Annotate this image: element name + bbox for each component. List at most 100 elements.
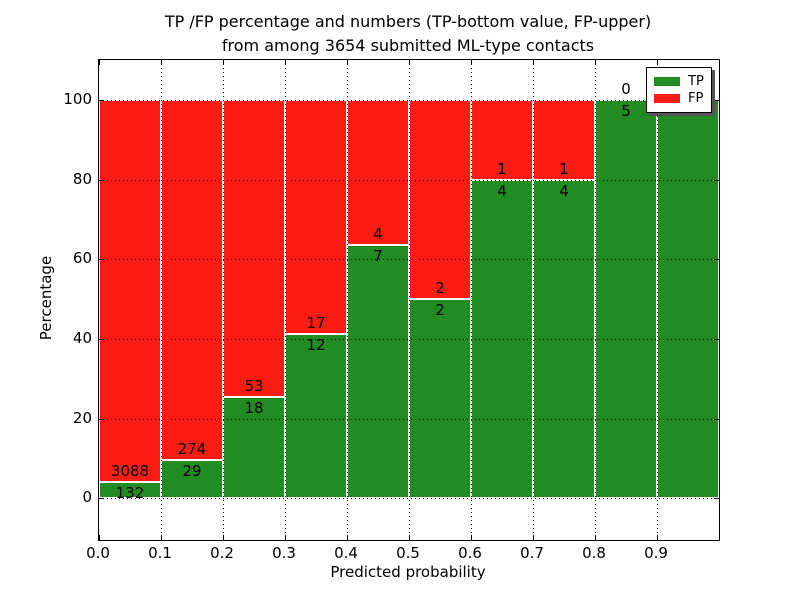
y-tick-right <box>714 339 719 340</box>
v-gridline <box>285 60 286 540</box>
chart-title-line2: from among 3654 submitted ML-type contac… <box>221 36 595 55</box>
x-tick-bottom <box>347 535 348 540</box>
v-gridline <box>471 60 472 540</box>
bar-segment-fp <box>99 100 161 482</box>
x-tick-label: 0.0 <box>86 544 110 562</box>
bar-label-fp: 17 <box>306 313 326 332</box>
bar-label-fp: 2 <box>435 279 445 298</box>
x-tick-top <box>285 60 286 65</box>
bar-segment-tp <box>161 460 223 499</box>
bar-segment-tp <box>657 100 719 499</box>
bar-label-tp: 18 <box>244 399 264 418</box>
legend-label-fp: FP <box>688 91 704 106</box>
bar-label-fp: 0 <box>621 80 631 99</box>
bar-label-tp: 132 <box>115 483 145 502</box>
x-tick-top <box>471 60 472 65</box>
y-tick-left <box>99 339 104 340</box>
y-tick-right <box>714 498 719 500</box>
x-tick-label: 0.7 <box>520 544 544 562</box>
x-tick-labels: 0.0 0.1 0.2 0.3 0.4 0.5 0.6 0.7 0.8 0.9 <box>86 544 718 564</box>
y-tick-label: 0 <box>82 488 92 507</box>
bar-labels-layer: 30881322742953181712472214140501 <box>99 60 719 540</box>
v-gridline <box>409 60 410 540</box>
v-gridline <box>657 60 658 540</box>
bar-label-fp: 274 <box>177 440 207 459</box>
bar-label-tp: 12 <box>306 335 326 354</box>
v-gridline <box>223 60 224 540</box>
bar-label-tp: 2 <box>435 301 445 320</box>
y-tick-labels: 0 20 40 60 80 100 <box>48 59 92 539</box>
y-tick-label: 100 <box>63 90 92 109</box>
y-tick-left <box>99 498 104 500</box>
bar-label-tp: 5 <box>621 102 631 121</box>
fp-legend-swatch <box>654 94 680 103</box>
legend-item-fp: FP <box>654 90 705 107</box>
y-tick-right <box>714 100 719 102</box>
legend: TP FP <box>646 67 712 113</box>
y-tick-right <box>714 418 719 420</box>
y-tick-label: 40 <box>72 329 92 347</box>
x-tick-top <box>99 60 100 65</box>
y-tick-right <box>714 259 719 261</box>
x-tick-bottom <box>471 535 472 540</box>
x-tick-label: 0.6 <box>458 544 482 562</box>
v-gridline <box>595 60 596 540</box>
legend-item-tp: TP <box>654 73 705 90</box>
x-tick-top <box>223 60 224 65</box>
bar-label-tp: 4 <box>559 181 569 200</box>
chart-title-line1: TP /FP percentage and numbers (TP-bottom… <box>164 12 652 31</box>
x-tick-label: 0.8 <box>582 544 606 562</box>
bar-segment-fp <box>285 100 347 334</box>
x-tick-bottom <box>223 535 224 540</box>
v-gridline <box>533 60 534 540</box>
grid-layer <box>99 60 719 540</box>
x-tick-top <box>595 60 596 65</box>
x-tick-bottom <box>657 535 658 540</box>
x-tick-label: 0.2 <box>210 544 234 562</box>
bar-label-fp: 3088 <box>110 461 150 480</box>
x-tick-top <box>161 60 162 65</box>
y-tick-left <box>99 179 104 181</box>
bar-label-fp: 53 <box>244 377 264 396</box>
x-axis-label: Predicted probability <box>330 563 486 581</box>
bar-label-tp: 7 <box>373 246 383 265</box>
x-tick-top <box>533 60 534 65</box>
x-tick-top <box>657 60 658 65</box>
y-tick-label: 20 <box>72 408 92 427</box>
y-tick-label: 60 <box>72 249 92 268</box>
x-tick-bottom <box>409 535 410 540</box>
y-tick-left <box>99 418 104 420</box>
x-tick-label: 0.9 <box>644 544 668 562</box>
x-tick-bottom <box>533 535 534 540</box>
y-tick-left <box>99 100 104 102</box>
x-tick-bottom <box>285 535 286 540</box>
bar-segment-fp <box>533 100 595 180</box>
y-tick-left <box>99 259 104 261</box>
x-tick-bottom <box>99 535 100 540</box>
bar-label-tp: 29 <box>182 462 202 481</box>
bar-label-fp: 1 <box>497 159 507 178</box>
bar-segment-tp <box>99 481 161 499</box>
y-axis-label: Percentage <box>37 255 55 341</box>
x-tick-bottom <box>161 535 162 540</box>
bars-layer <box>99 60 719 540</box>
bar-segment-tp <box>409 299 471 499</box>
bar-label-fp: 1 <box>559 159 569 178</box>
x-tick-label: 0.3 <box>272 544 296 562</box>
y-tick-right <box>714 179 719 181</box>
legend-label-tp: TP <box>688 74 704 89</box>
chart-title: TP /FP percentage and numbers (TP-bottom… <box>98 10 718 58</box>
tp-legend-swatch <box>654 77 680 86</box>
bar-segment-fp <box>161 100 223 461</box>
x-tick-label: 0.5 <box>396 544 420 562</box>
x-tick-top <box>347 60 348 65</box>
y-tick-label: 80 <box>72 169 92 188</box>
plot-area: 30881322742953181712472214140501 TP FP <box>98 59 720 541</box>
v-gridline <box>161 60 162 540</box>
x-tick-label: 0.1 <box>148 544 172 562</box>
x-tick-bottom <box>595 535 596 540</box>
bar-label-fp: 4 <box>373 224 383 243</box>
axis-ticks-layer <box>99 60 719 540</box>
v-gridline <box>347 60 348 540</box>
